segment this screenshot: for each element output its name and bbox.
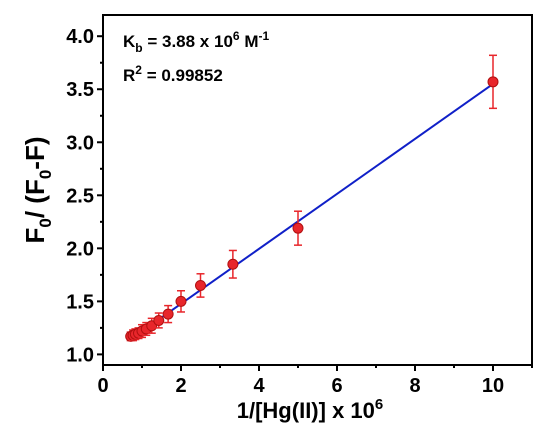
data-point <box>195 273 206 298</box>
data-marker <box>292 222 304 234</box>
x-tick-label: 6 <box>331 375 342 397</box>
data-marker <box>195 279 206 291</box>
y-axis-title: F0/ (F0-F) <box>20 136 55 243</box>
data-marker <box>487 76 499 88</box>
x-tick-label: 2 <box>175 375 186 397</box>
annotations: Kb = 3.88 x 106 M-1 R2 = 0.99852 <box>123 29 269 85</box>
fit-line-group <box>129 83 494 341</box>
data-point <box>153 312 165 329</box>
y-tick-label: 1.0 <box>66 344 94 366</box>
r2-annotation: R2 = 0.99852 <box>123 63 223 85</box>
y-tick-label: 2.5 <box>66 185 94 207</box>
y-tick-label: 4.0 <box>66 26 94 48</box>
y-tick-label: 2.0 <box>66 238 94 260</box>
y-tick-label: 3.0 <box>66 132 94 154</box>
data-marker <box>227 258 239 270</box>
data-point <box>487 54 499 110</box>
kb-annotation: Kb = 3.88 x 106 M-1 <box>123 29 269 55</box>
fit-line <box>129 83 494 341</box>
data-point <box>175 290 187 313</box>
x-tick-label: 0 <box>97 375 108 397</box>
y-tick-label: 1.5 <box>66 291 94 313</box>
data-marker <box>162 308 174 320</box>
axes: 0 2 4 6 8 10 1.0 1.5 2.0 2.5 3.0 3.5 4.0 <box>66 14 533 397</box>
data-point <box>227 249 239 279</box>
x-tick-label: 8 <box>409 375 420 397</box>
data-points-group <box>125 54 499 342</box>
data-point <box>292 210 304 246</box>
plot-frame <box>102 14 533 366</box>
y-tick-label: 3.5 <box>66 79 94 101</box>
x-tick-label: 10 <box>482 375 504 397</box>
data-marker <box>175 295 187 307</box>
x-tick-label: 4 <box>253 375 265 397</box>
data-point <box>162 304 174 324</box>
data-marker <box>153 314 165 326</box>
x-axis-title: 1/[Hg(II)] x 106 <box>237 396 383 423</box>
